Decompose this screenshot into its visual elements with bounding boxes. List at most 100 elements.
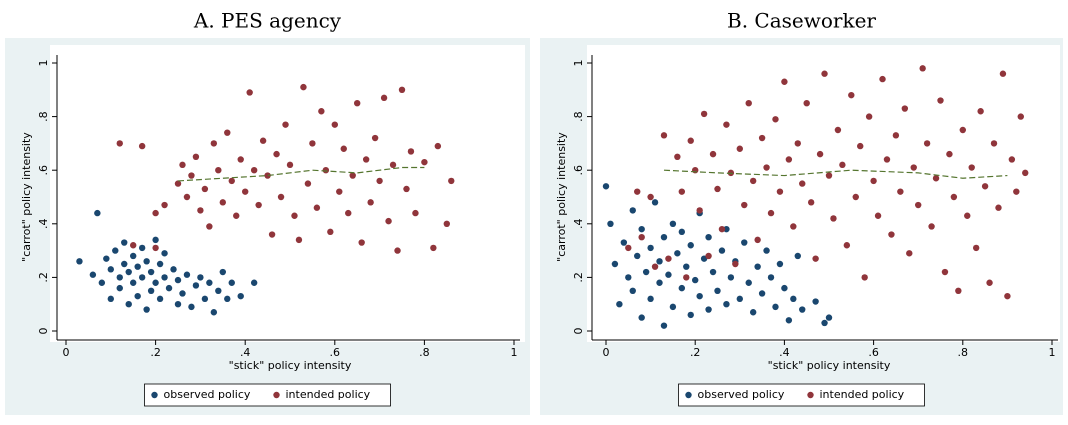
point	[705, 252, 712, 260]
point	[331, 121, 338, 128]
point	[309, 140, 316, 147]
point	[385, 217, 392, 225]
point	[812, 298, 819, 305]
point	[1004, 292, 1011, 300]
y-tick-label: .2	[37, 272, 50, 283]
point	[785, 317, 793, 324]
point	[968, 164, 975, 171]
point	[892, 132, 900, 139]
panel: B. Caseworker 0 .2 .4 .6 .8 1 0 .2 .4 .6 .8 1 "stick"…	[540, 9, 1063, 415]
point	[937, 97, 944, 104]
point	[879, 75, 886, 83]
point	[772, 116, 779, 123]
point	[233, 212, 240, 219]
point	[197, 207, 204, 214]
x-tick-label: .2	[690, 346, 701, 359]
point	[727, 274, 735, 281]
point	[696, 292, 703, 300]
point	[964, 212, 971, 219]
point	[723, 121, 730, 128]
point	[669, 220, 677, 227]
point	[116, 284, 123, 292]
point	[723, 225, 730, 233]
point	[959, 126, 966, 134]
point	[103, 255, 110, 262]
point	[121, 260, 128, 268]
point	[799, 180, 806, 187]
point	[955, 287, 962, 294]
point	[647, 295, 654, 303]
point	[972, 244, 980, 252]
point	[754, 236, 761, 244]
point	[741, 201, 748, 209]
point	[161, 201, 168, 209]
point	[674, 153, 681, 160]
point	[776, 188, 784, 195]
point	[434, 142, 442, 150]
point	[767, 274, 775, 281]
point	[125, 268, 132, 276]
point	[376, 177, 383, 185]
point	[250, 279, 258, 286]
point	[825, 172, 833, 179]
point	[692, 276, 699, 284]
point	[919, 65, 926, 72]
point	[767, 209, 775, 217]
point	[830, 215, 837, 222]
point	[228, 279, 235, 286]
point	[638, 234, 645, 241]
point	[130, 242, 137, 249]
point	[219, 268, 226, 276]
point	[188, 172, 195, 179]
point	[732, 260, 739, 268]
x-tick-label: .8	[958, 346, 969, 359]
panel-title: A. PES agency	[193, 9, 342, 33]
point	[977, 108, 984, 115]
point	[776, 260, 784, 268]
point	[634, 188, 641, 195]
point	[834, 126, 842, 134]
point	[300, 83, 307, 91]
point	[705, 234, 712, 241]
point	[156, 260, 164, 268]
point	[660, 234, 668, 241]
point	[941, 268, 949, 276]
point	[669, 303, 677, 311]
point	[134, 263, 141, 270]
point	[138, 244, 146, 252]
point	[794, 252, 801, 260]
point	[683, 274, 690, 281]
point	[790, 223, 797, 230]
point	[915, 201, 922, 209]
point	[758, 290, 766, 297]
point	[651, 263, 659, 270]
point	[678, 284, 686, 292]
point	[188, 303, 195, 311]
point	[683, 263, 690, 270]
point	[950, 193, 958, 201]
point	[403, 185, 410, 193]
point	[371, 134, 379, 142]
point	[259, 137, 267, 144]
point	[197, 274, 204, 281]
point	[660, 322, 668, 329]
point	[421, 158, 428, 166]
x-tick-label: 1	[1049, 346, 1056, 359]
point	[107, 266, 115, 273]
point	[152, 209, 159, 217]
fit-line	[663, 169, 1008, 179]
point	[852, 193, 859, 201]
point	[647, 193, 654, 201]
point	[749, 177, 757, 185]
point	[121, 239, 128, 246]
point	[781, 284, 788, 292]
point	[932, 175, 940, 182]
point	[674, 250, 681, 257]
point	[130, 252, 137, 260]
point	[349, 172, 356, 179]
point	[116, 140, 123, 147]
point	[692, 167, 699, 174]
point	[718, 225, 726, 233]
point	[825, 314, 833, 321]
point	[94, 209, 101, 217]
